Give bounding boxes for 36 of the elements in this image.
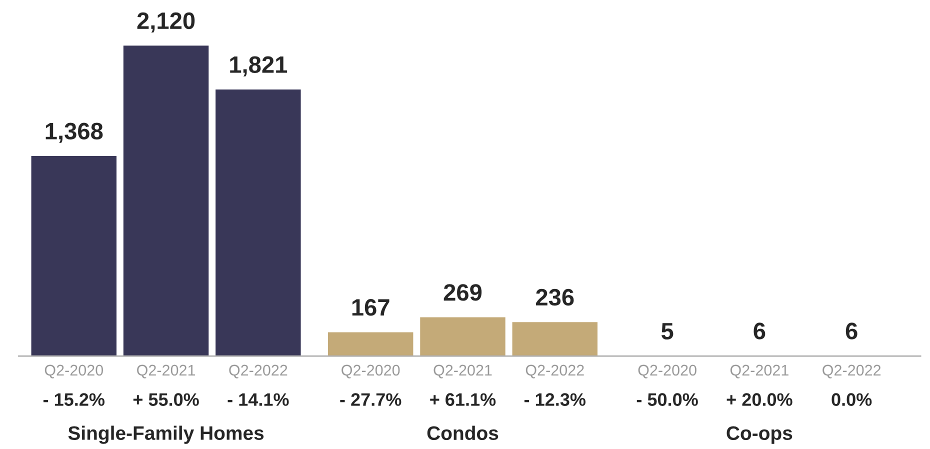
data-label: 1,368 (46, 122, 103, 143)
text: + 20.0% (726, 393, 792, 406)
data-label: 5 (661, 323, 674, 340)
bar (418, 316, 507, 356)
text: Co-ops (726, 426, 792, 444)
x-tick-label: Q2-2020 (638, 364, 696, 378)
text: Single-Family Homes (68, 426, 264, 444)
data-label: 6 (846, 322, 858, 340)
bar (122, 44, 210, 356)
x-tick-label: Q2-2020 (44, 364, 104, 378)
text: + 61.1% (430, 393, 496, 406)
x-tick-label: Q2-2021 (137, 364, 196, 378)
x-tick-label: Q2-2020 (342, 364, 400, 378)
data-label: 167 (352, 299, 390, 316)
bar (326, 330, 415, 356)
text: - 15.2% (43, 393, 105, 406)
x-tick-label: Q2-2021 (730, 364, 788, 378)
bar (214, 88, 302, 356)
text: - 12.3% (524, 393, 586, 406)
x-tick-label: Q2-2022 (229, 364, 288, 378)
text: - 50.0% (636, 393, 698, 406)
data-label: 6 (754, 322, 766, 340)
data-label: 236 (536, 288, 574, 306)
data-label: 1,821 (230, 56, 288, 76)
x-tick-label: Q2-2021 (434, 364, 492, 378)
text: 0.0% (832, 393, 872, 406)
text: + 55.0% (133, 393, 199, 406)
data-label: 2,120 (137, 12, 195, 33)
text: Condos (427, 426, 498, 440)
x-tick-label: Q2-2022 (822, 364, 881, 378)
text: - 27.7% (340, 393, 402, 406)
bar (510, 320, 599, 356)
bar (30, 154, 118, 356)
x-tick-label: Q2-2022 (526, 364, 584, 378)
data-label: 269 (444, 284, 482, 301)
text: - 14.1% (228, 393, 289, 406)
